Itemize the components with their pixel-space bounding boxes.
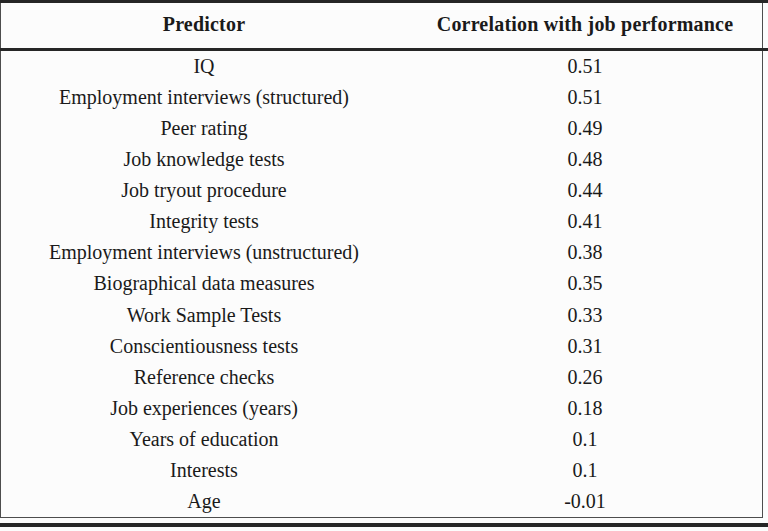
col-header-correlation: Correlation with job performance: [408, 0, 762, 48]
table-row: Work Sample Tests 0.33: [0, 300, 762, 331]
correlation-cell: 0.1: [408, 424, 762, 455]
predictor-cell: Job experiences (years): [0, 393, 408, 424]
correlation-cell: 0.44: [408, 175, 762, 206]
correlation-cell: 0.33: [408, 300, 762, 331]
correlation-cell: 0.51: [408, 51, 762, 82]
predictor-cell: Biographical data measures: [0, 268, 408, 299]
bottom-rule: [0, 523, 768, 527]
table-row: Conscientiousness tests 0.31: [0, 331, 762, 362]
correlation-cell: 0.48: [408, 144, 762, 175]
predictor-cell: Employment interviews (structured): [0, 82, 408, 113]
predictor-cell: Years of education: [0, 424, 408, 455]
predictor-cell: Integrity tests: [0, 206, 408, 237]
correlation-cell: 0.35: [408, 268, 762, 299]
correlation-cell: 0.49: [408, 113, 762, 144]
predictor-cell: Employment interviews (unstructured): [0, 237, 408, 268]
table-row: Peer rating 0.49: [0, 113, 762, 144]
table-row: Integrity tests 0.41: [0, 206, 762, 237]
correlation-cell: 0.18: [408, 393, 762, 424]
predictor-cell: Reference checks: [0, 362, 408, 393]
predictor-correlation-table: Predictor Correlation with job performan…: [0, 0, 768, 531]
predictor-cell: Peer rating: [0, 113, 408, 144]
correlation-cell: 0.41: [408, 206, 762, 237]
table-row: Years of education 0.1: [0, 424, 762, 455]
table-row: Employment interviews (structured) 0.51: [0, 82, 762, 113]
table-row: Job knowledge tests 0.48: [0, 144, 762, 175]
predictor-cell: Job tryout procedure: [0, 175, 408, 206]
correlation-cell: 0.1: [408, 455, 762, 486]
table-header-row: Predictor Correlation with job performan…: [0, 0, 762, 48]
table-row: Reference checks 0.26: [0, 362, 762, 393]
table-row: Job experiences (years) 0.18: [0, 393, 762, 424]
correlation-cell: 0.51: [408, 82, 762, 113]
top-rule: [0, 0, 768, 3]
table-row: Age -0.01: [0, 486, 762, 517]
table-row: Employment interviews (unstructured) 0.3…: [0, 237, 762, 268]
correlation-cell: 0.31: [408, 331, 762, 362]
predictor-cell: Work Sample Tests: [0, 300, 408, 331]
predictor-cell: IQ: [0, 51, 408, 82]
correlation-cell: 0.26: [408, 362, 762, 393]
table-body: IQ 0.51 Employment interviews (structure…: [0, 51, 762, 517]
predictor-cell: Interests: [0, 455, 408, 486]
table-row: Biographical data measures 0.35: [0, 268, 762, 299]
correlation-cell: -0.01: [408, 486, 762, 517]
col-header-predictor: Predictor: [0, 0, 408, 48]
table-row: Interests 0.1: [0, 455, 762, 486]
predictor-cell: Job knowledge tests: [0, 144, 408, 175]
predictor-cell: Conscientiousness tests: [0, 331, 408, 362]
predictor-cell: Age: [0, 486, 408, 517]
correlation-cell: 0.38: [408, 237, 762, 268]
table-row: IQ 0.51: [0, 51, 762, 82]
table-row: Job tryout procedure 0.44: [0, 175, 762, 206]
